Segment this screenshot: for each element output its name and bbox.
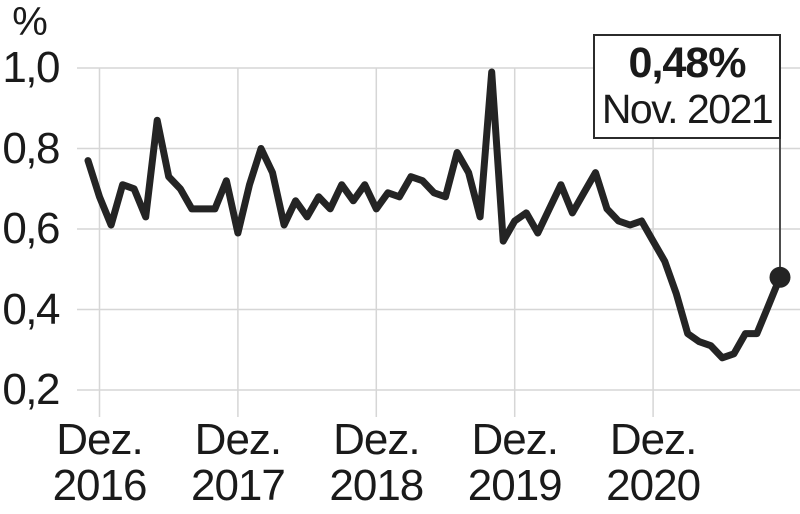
x-tick-month: Dez. [194, 415, 282, 464]
y-tick-label: 0,4 [2, 284, 60, 334]
x-tick-label: Dez. 2020 [578, 417, 728, 509]
y-tick-label: 1,0 [2, 43, 60, 92]
x-tick-month: Dez. [471, 415, 558, 464]
y-tick-label: 0,2 [2, 365, 60, 414]
x-tick-year: 2018 [329, 461, 424, 510]
x-tick-label: Dez. 2017 [163, 417, 313, 509]
x-tick-year: 2016 [52, 461, 148, 510]
x-tick-year: 2020 [606, 461, 701, 510]
x-tick-label: Dez. 2019 [440, 417, 590, 509]
x-tick-year: 2017 [190, 461, 286, 510]
callout-value: 0,48% [628, 39, 747, 87]
x-tick-month: Dez. [56, 415, 143, 464]
endpoint-marker [769, 266, 791, 288]
y-axis-unit-label: % [12, 0, 48, 44]
x-tick-label: Dez. 2016 [25, 417, 175, 509]
data-series-line [84, 68, 784, 362]
x-tick-label: Dez. 2018 [301, 417, 451, 509]
y-tick-label: 0,6 [2, 204, 60, 253]
x-tick-year: 2019 [467, 461, 563, 510]
x-tick-month: Dez. [333, 415, 420, 464]
x-tick-month: Dez. [609, 415, 697, 464]
callout-box: 0,48% Nov. 2021 [593, 34, 781, 139]
callout-date: Nov. 2021 [601, 86, 774, 132]
y-tick-label: 0,8 [2, 123, 60, 173]
